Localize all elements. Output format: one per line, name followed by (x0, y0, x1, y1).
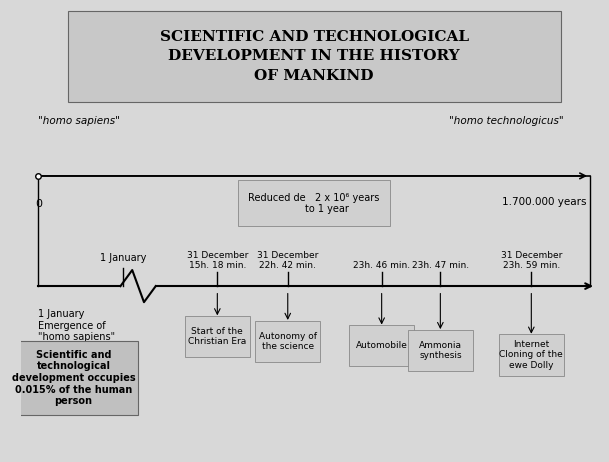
Text: Start of the
Christian Era: Start of the Christian Era (188, 327, 247, 346)
Text: "homo sapiens": "homo sapiens" (38, 116, 120, 126)
FancyBboxPatch shape (9, 341, 138, 415)
FancyBboxPatch shape (499, 334, 563, 376)
Text: "homo technologicus": "homo technologicus" (449, 116, 564, 126)
FancyBboxPatch shape (256, 321, 320, 362)
Text: Scientific and
technological
development occupies
0.015% of the human
person: Scientific and technological development… (12, 350, 135, 406)
Text: Autonomy of
the science: Autonomy of the science (259, 332, 317, 351)
Text: 31 December
22h. 42 min.: 31 December 22h. 42 min. (257, 250, 319, 270)
FancyBboxPatch shape (408, 330, 473, 371)
Text: 1.700.000 years: 1.700.000 years (502, 196, 586, 207)
FancyBboxPatch shape (350, 325, 414, 366)
Text: 23h. 46 min.: 23h. 46 min. (353, 261, 410, 270)
Text: 31 December
15h. 18 min.: 31 December 15h. 18 min. (186, 250, 248, 270)
Text: Ammonia
synthesis: Ammonia synthesis (419, 340, 462, 360)
Text: 31 December
23h. 59 min.: 31 December 23h. 59 min. (501, 250, 562, 270)
Text: 23h. 47 min.: 23h. 47 min. (412, 261, 469, 270)
Text: Automobile: Automobile (356, 341, 407, 350)
Text: Reduced de   2 x 10⁶ years
        to 1 year: Reduced de 2 x 10⁶ years to 1 year (248, 193, 380, 214)
FancyBboxPatch shape (68, 11, 561, 103)
Text: SCIENTIFIC AND TECHNOLOGICAL
DEVELOPMENT IN THE HISTORY
OF MANKIND: SCIENTIFIC AND TECHNOLOGICAL DEVELOPMENT… (160, 30, 469, 83)
Text: 1 January: 1 January (100, 253, 147, 263)
Text: Internet
Cloning of the
ewe Dolly: Internet Cloning of the ewe Dolly (499, 340, 563, 370)
FancyBboxPatch shape (185, 316, 250, 357)
Text: 0: 0 (35, 199, 42, 209)
Text: 1 January
Emergence of
"homo sapiens": 1 January Emergence of "homo sapiens" (38, 309, 116, 342)
FancyBboxPatch shape (238, 181, 390, 226)
